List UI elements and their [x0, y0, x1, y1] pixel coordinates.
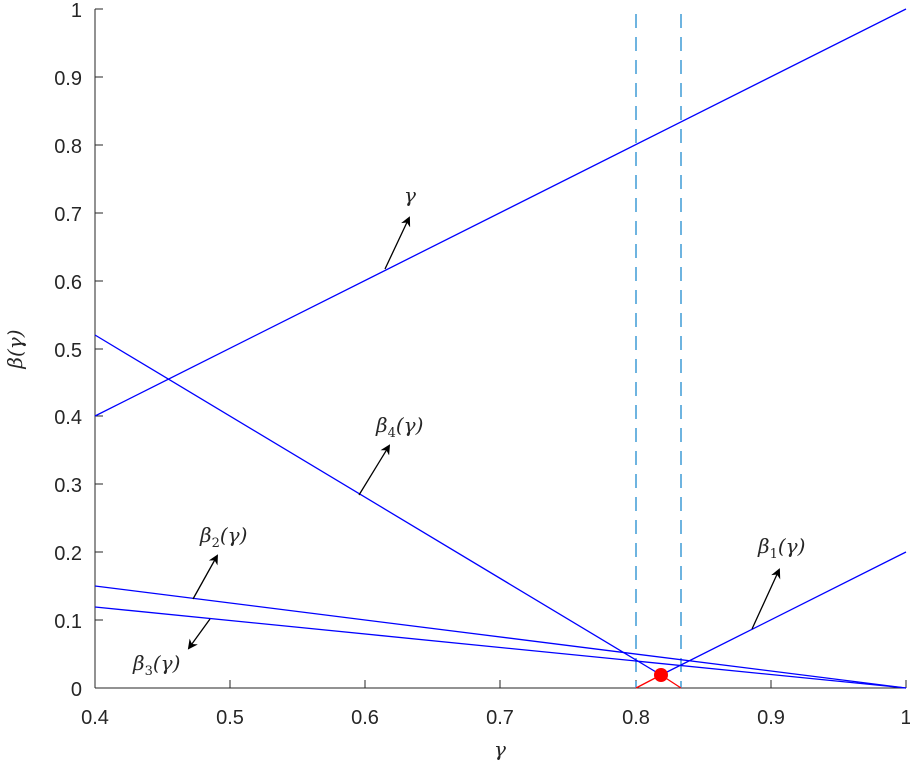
svg-text:0.8: 0.8: [622, 707, 650, 729]
y-ticks: [95, 8, 103, 621]
svg-text:0.2: 0.2: [54, 543, 82, 565]
arrow-beta3: [187, 618, 211, 650]
label-beta4: β4(γ): [375, 413, 423, 441]
line-beta2: [94, 585, 907, 689]
axes: [94, 9, 906, 689]
arrow-gamma: [384, 216, 411, 270]
line-gamma: [94, 8, 907, 417]
line-beta1: [660, 551, 907, 676]
svg-text:0.3: 0.3: [54, 475, 82, 497]
svg-text:0.8: 0.8: [54, 136, 82, 158]
series-lines: [94, 8, 907, 689]
svg-text:0.4: 0.4: [54, 407, 82, 429]
y-axis-label: β(γ): [3, 329, 27, 369]
annotation-arrows: [187, 216, 781, 650]
arrow-beta2: [192, 554, 218, 600]
x-axis-label: γ: [494, 737, 506, 761]
svg-text:0.7: 0.7: [486, 707, 514, 729]
svg-text:0.1: 0.1: [54, 611, 82, 633]
label-beta2: β2(γ): [199, 523, 247, 551]
svg-text:0.6: 0.6: [351, 707, 379, 729]
x-ticks: [229, 680, 907, 688]
svg-text:1: 1: [71, 0, 82, 22]
svg-text:0.6: 0.6: [54, 272, 82, 294]
svg-text:0.5: 0.5: [54, 340, 82, 362]
label-beta3: β3(γ): [132, 651, 180, 679]
svg-text:0.7: 0.7: [54, 204, 82, 226]
dashed-bounds: [635, 14, 682, 688]
svg-text:0.5: 0.5: [216, 707, 244, 729]
arrow-beta4: [358, 444, 391, 496]
label-beta1: β1(γ): [757, 534, 805, 562]
line-beta4: [94, 334, 662, 676]
svg-text:1: 1: [900, 707, 910, 729]
line-beta3: [94, 606, 907, 689]
x-tick-labels: 0.4 0.5 0.6 0.7 0.8 0.9 1: [81, 707, 910, 729]
label-gamma: γ: [404, 183, 416, 207]
y-tick-labels: 0 0.1 0.2 0.3 0.4 0.5 0.6 0.7 0.8 0.9 1: [54, 0, 82, 701]
arrow-beta1: [751, 568, 781, 630]
svg-text:0: 0: [71, 679, 82, 701]
optimum-marker: [654, 668, 668, 682]
svg-text:0.9: 0.9: [54, 68, 82, 90]
svg-text:0.4: 0.4: [81, 707, 109, 729]
svg-text:0.9: 0.9: [757, 707, 785, 729]
